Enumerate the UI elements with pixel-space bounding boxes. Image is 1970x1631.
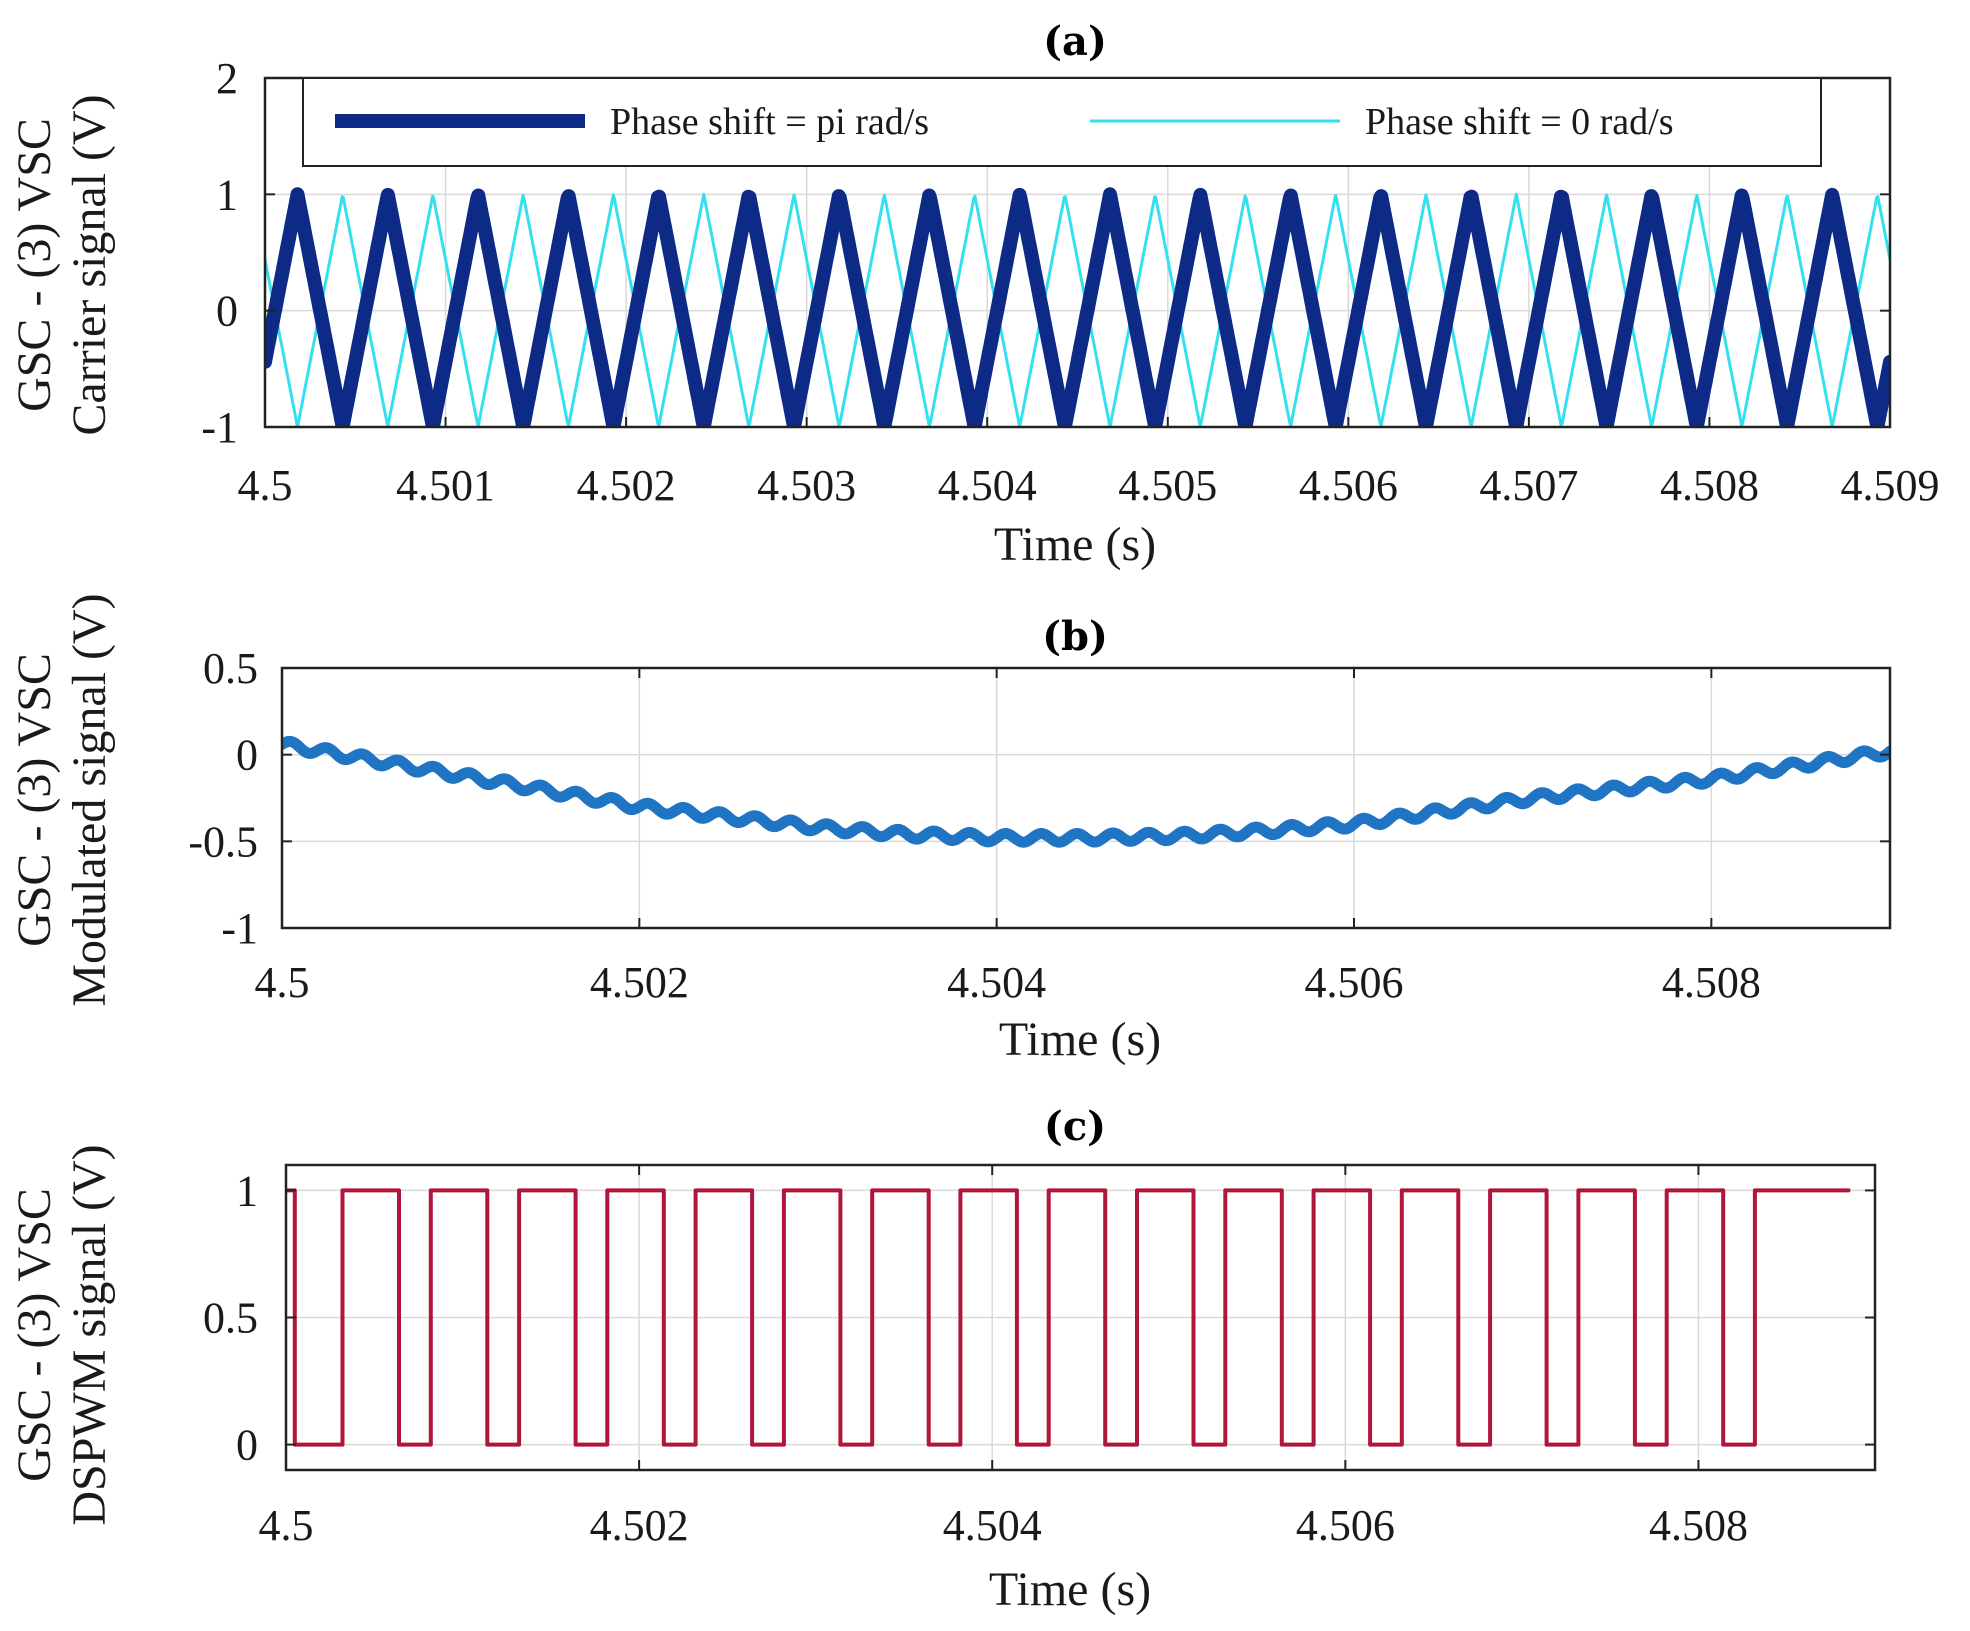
x-tick-label: 4.508 bbox=[1662, 958, 1761, 1007]
x-tick-label: 4.5 bbox=[255, 958, 310, 1007]
panel-c-ticks: 4.5 4.502 4.504 4.506 4.508 0 0.5 1 bbox=[203, 1165, 1875, 1550]
panel-b-xlabel: Time (s) bbox=[999, 1013, 1161, 1066]
x-tick-label: 4.503 bbox=[757, 461, 856, 510]
y-tick-label: 0.5 bbox=[203, 644, 258, 693]
y-tick-label: 0 bbox=[236, 1421, 258, 1470]
x-tick-label: 4.502 bbox=[590, 1501, 689, 1550]
panel-a-xlabel: Time (s) bbox=[994, 518, 1156, 571]
y-tick-label: 0.5 bbox=[203, 1294, 258, 1343]
y-tick-label: 2 bbox=[216, 54, 238, 103]
x-tick-label: 4.502 bbox=[577, 461, 676, 510]
panel-a-ticks: 4.5 4.501 4.502 4.503 4.504 4.505 4.506 4.507 4.… bbox=[201, 54, 1939, 510]
legend-label-zero: Phase shift = 0 rad/s bbox=[1365, 101, 1674, 143]
panel-c-series bbox=[286, 1188, 1851, 1447]
plot-area bbox=[286, 1188, 1851, 1447]
panel-a-ylabel-line1: GSC - (3) VSC bbox=[8, 118, 61, 412]
panel-b: (b) 4.5 4.502 4.504 4.506 4.508 -1 -0.5 0 0.5 Ti… bbox=[8, 593, 1892, 1066]
series-line-phase-zero bbox=[265, 192, 1890, 427]
x-tick-label: 4.508 bbox=[1649, 1501, 1748, 1550]
x-tick-label: 4.5 bbox=[238, 461, 293, 510]
panel-a-ylabel: GSC - (3) VSC Carrier signal (V) bbox=[8, 94, 116, 435]
panel-b-grid bbox=[281, 667, 1890, 929]
x-tick-label: 4.501 bbox=[396, 461, 495, 510]
panel-c: (c) 4.5 4.502 4.504 4.506 4.508 0 0.5 1 Time (s… bbox=[8, 1103, 1877, 1616]
panel-c-ylabel-line1: GSC - (3) VSC bbox=[8, 1188, 61, 1482]
panel-b-ylabel-line2: Modulated signal (V) bbox=[63, 593, 116, 1006]
x-tick-label: 4.5 bbox=[259, 1501, 314, 1550]
x-tick-label: 4.505 bbox=[1118, 461, 1217, 510]
series-line-phase-pi bbox=[265, 187, 1890, 427]
series-line-pulse bbox=[286, 1188, 1851, 1447]
panel-b-plot-frame bbox=[280, 666, 1892, 930]
panel-c-title: (c) bbox=[1044, 1103, 1106, 1150]
panel-b-ticks: 4.5 4.502 4.504 4.506 4.508 -1 -0.5 0 0.5 bbox=[188, 644, 1890, 1007]
x-tick-label: 4.504 bbox=[947, 958, 1046, 1007]
x-tick-label: 4.504 bbox=[943, 1501, 1042, 1550]
y-tick-label: -1 bbox=[221, 904, 258, 953]
y-tick-label: 0 bbox=[236, 731, 258, 780]
y-tick-label: -1 bbox=[201, 403, 238, 452]
panel-a-ylabel-line2: Carrier signal (V) bbox=[63, 94, 116, 435]
panel-c-ylabel: GSC - (3) VSC DSPWM signal (V) bbox=[8, 1144, 116, 1525]
panel-b-ylabel: GSC - (3) VSC Modulated signal (V) bbox=[8, 593, 116, 1006]
x-tick-label: 4.509 bbox=[1841, 461, 1940, 510]
panel-c-ylabel-line2: DSPWM signal (V) bbox=[63, 1144, 116, 1525]
legend-label-pi: Phase shift = pi rad/s bbox=[610, 101, 929, 143]
y-tick-label: 1 bbox=[236, 1166, 258, 1215]
x-tick-label: 4.506 bbox=[1305, 958, 1404, 1007]
x-tick-label: 4.508 bbox=[1660, 461, 1759, 510]
x-tick-label: 4.504 bbox=[938, 461, 1037, 510]
panel-c-xlabel: Time (s) bbox=[989, 1563, 1151, 1616]
plot-area bbox=[265, 187, 1890, 427]
y-tick-label: 1 bbox=[216, 170, 238, 219]
panel-a-series bbox=[265, 187, 1890, 427]
panel-b-title: (b) bbox=[1042, 613, 1108, 660]
panel-a-legend: Phase shift = pi rad/s Phase shift = 0 r… bbox=[302, 77, 1822, 167]
panel-b-ylabel-line1: GSC - (3) VSC bbox=[8, 653, 61, 947]
x-tick-label: 4.506 bbox=[1299, 461, 1398, 510]
x-tick-label: 4.502 bbox=[590, 958, 689, 1007]
panel-b-series bbox=[282, 735, 1890, 848]
x-tick-label: 4.507 bbox=[1479, 461, 1578, 510]
panel-a: (a) 4.5 4.501 4.502 4.503 4.504 4.505 4.506 4.5… bbox=[8, 18, 1940, 571]
series-line-points bbox=[282, 735, 1890, 848]
plot-area bbox=[282, 735, 1890, 848]
y-tick-label: -0.5 bbox=[188, 817, 258, 866]
x-tick-label: 4.506 bbox=[1296, 1501, 1395, 1550]
y-tick-label: 0 bbox=[216, 287, 238, 336]
panel-a-title: (a) bbox=[1043, 18, 1107, 65]
